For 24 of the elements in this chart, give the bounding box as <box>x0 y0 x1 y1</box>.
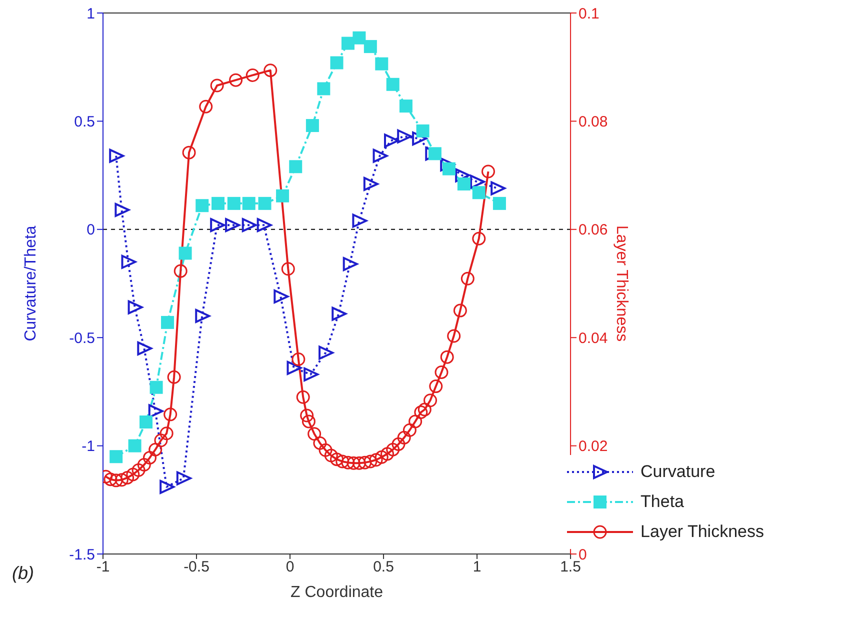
legend-label: Curvature <box>640 462 716 482</box>
x-tick-label: 0 <box>286 558 294 576</box>
y2-axis-title: Layer Thickness <box>612 225 630 342</box>
y2-tick-label: 0 <box>578 546 587 564</box>
legend-label: Theta <box>640 492 684 512</box>
text: (b) <box>12 563 34 584</box>
y-tick-label: -1 <box>82 438 95 456</box>
y-axis-title: Curvature/Theta <box>22 226 40 342</box>
y-tick-label: 0 <box>86 222 95 239</box>
y-tick-label: 0.5 <box>74 114 95 131</box>
y-tick-label: 1 <box>86 5 95 22</box>
y2-tick-label: 0.1 <box>578 5 600 22</box>
legend-label: Layer Thickness <box>640 522 764 542</box>
y-tick-label: -0.5 <box>69 330 95 347</box>
y2-tick-label: 0.08 <box>578 114 608 131</box>
x-axis-title: Z Coordinate <box>290 584 384 601</box>
y2-tick-label: 0.06 <box>578 222 608 239</box>
x-tick-label: 0.5 <box>373 558 394 576</box>
y2-tick-label: 0.02 <box>578 438 608 456</box>
y2-tick-label: 0.04 <box>578 330 608 347</box>
x-tick-label: -0.5 <box>184 558 210 576</box>
x-tick-label: 1.5 <box>560 558 581 576</box>
y-tick-label: -1.5 <box>69 546 95 564</box>
x-tick-label: 1 <box>472 558 482 576</box>
